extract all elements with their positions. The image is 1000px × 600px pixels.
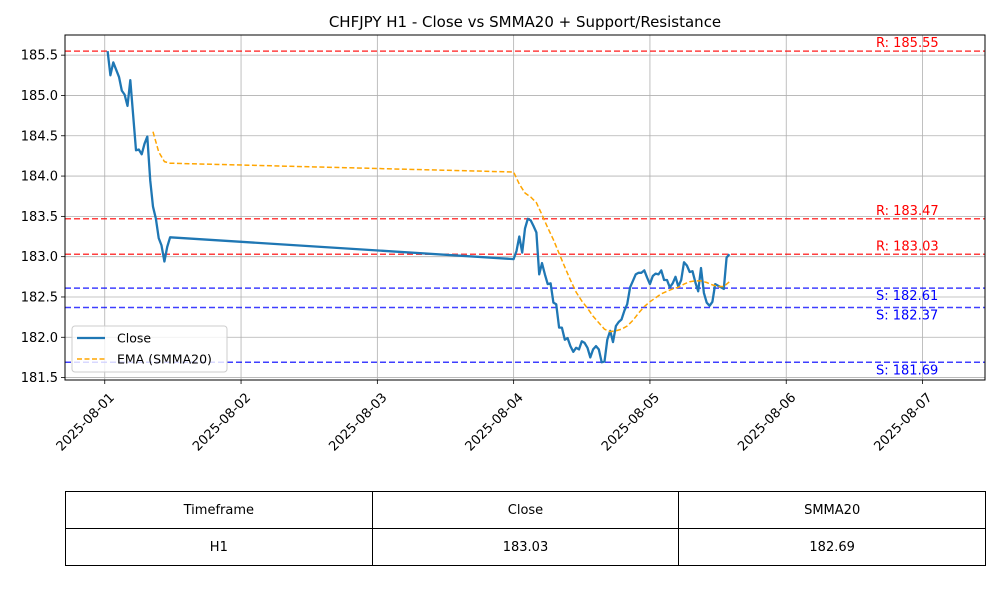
smma-series-line <box>152 131 730 333</box>
support-label: S: 182.61 <box>876 289 938 304</box>
y-tick-label: 182.0 <box>21 331 58 346</box>
x-tick-label: 2025-08-04 <box>463 390 527 454</box>
resistance-label: R: 183.03 <box>876 239 939 254</box>
stats-table: Timeframe Close SMMA20 H1 183.03 182.69 <box>65 491 986 566</box>
table-cell: H1 <box>65 528 373 566</box>
resistance-label: R: 185.55 <box>876 36 939 51</box>
x-tick-label: 2025-08-01 <box>54 390 118 454</box>
y-tick-label: 183.0 <box>21 250 58 265</box>
support-label: S: 182.37 <box>876 308 938 323</box>
resistance-label: R: 183.47 <box>876 204 939 219</box>
x-tick-label: 2025-08-05 <box>599 390 663 454</box>
y-tick-label: 182.5 <box>21 290 58 305</box>
y-tick-label: 184.5 <box>21 129 58 144</box>
y-tick-label: 185.0 <box>21 89 58 104</box>
chart-canvas: CHFJPY H1 - Close vs SMMA20 + Support/Re… <box>21 13 986 455</box>
legend: Close EMA (SMMA20) <box>71 325 228 373</box>
x-tick-label: 2025-08-07 <box>872 390 936 454</box>
x-tick-label: 2025-08-02 <box>190 390 254 454</box>
table-cell: 182.69 <box>678 528 986 566</box>
grid <box>65 35 985 380</box>
table-header-cell: Timeframe <box>65 491 373 529</box>
axis-ticks: 2025-08-01 2025-08-02 2025-08-03 2025-08-04… <box>21 49 936 455</box>
y-tick-label: 184.0 <box>21 170 58 185</box>
table-row: H1 183.03 182.69 <box>65 528 986 566</box>
support-resistance-levels: R: 185.55 R: 183.47 R: 183.03 S: 182.61 S: 1… <box>65 36 985 378</box>
table-cell: 183.03 <box>371 528 680 566</box>
table-header-cell: Close <box>371 491 680 529</box>
series <box>106 50 731 364</box>
x-tick-label: 2025-08-03 <box>326 390 390 454</box>
legend-label: EMA (SMMA20) <box>117 352 212 367</box>
x-tick-label: 2025-08-06 <box>735 390 799 454</box>
y-tick-label: 185.5 <box>21 49 58 64</box>
plot-frame <box>64 34 986 381</box>
support-label: S: 181.69 <box>876 363 938 378</box>
y-tick-label: 183.5 <box>21 210 58 225</box>
close-series-line <box>106 50 731 364</box>
legend-label: Close <box>117 331 151 346</box>
y-tick-label: 181.5 <box>21 371 58 386</box>
table-header-row: Timeframe Close SMMA20 <box>65 491 986 529</box>
table-header-cell: SMMA20 <box>678 491 986 529</box>
chart-title: CHFJPY H1 - Close vs SMMA20 + Support/Re… <box>329 13 721 31</box>
legend-box <box>71 325 228 373</box>
